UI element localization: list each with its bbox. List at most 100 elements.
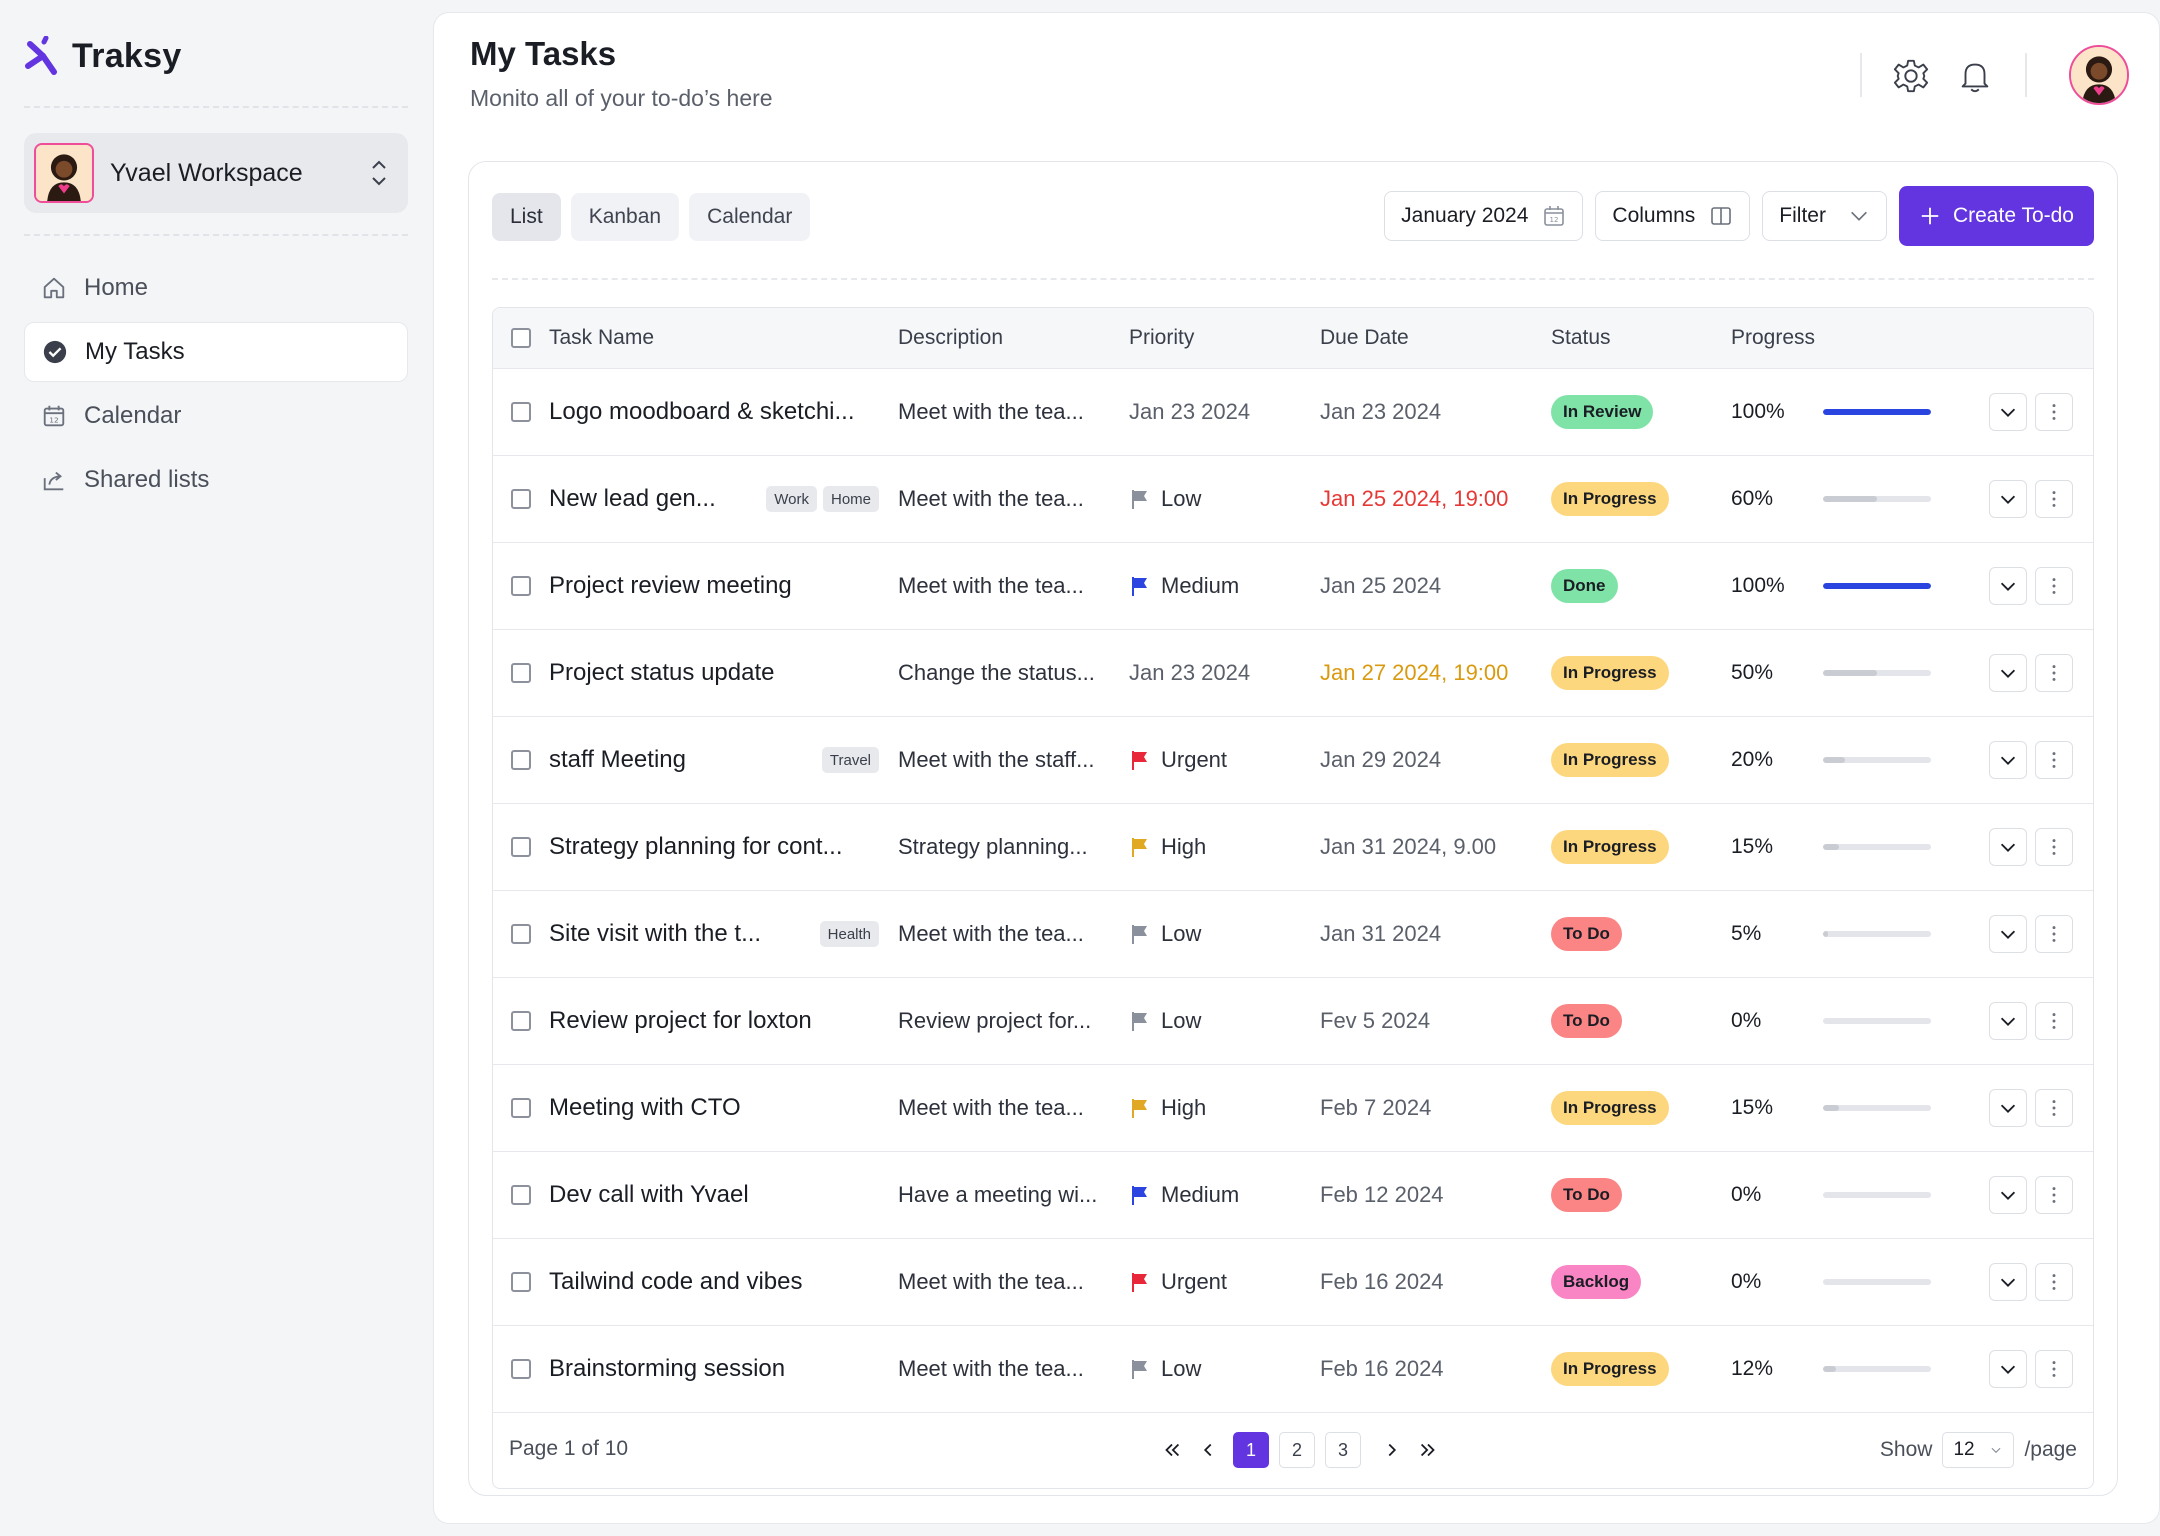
page-button[interactable]: 1 — [1233, 1432, 1269, 1468]
task-description: Meet with the tea... — [898, 399, 1084, 424]
row-checkbox[interactable] — [511, 456, 531, 542]
checkbox-box — [511, 402, 531, 422]
select-all-checkbox[interactable] — [511, 308, 531, 368]
expand-row-button[interactable] — [1989, 1089, 2027, 1127]
sidebar-item-calendar[interactable]: 12 Calendar — [24, 386, 408, 446]
task-name-cell[interactable]: staff Meeting Travel — [549, 717, 879, 803]
task-progress: 12% — [1731, 1326, 1931, 1412]
brand-logo[interactable]: Traksy — [24, 36, 182, 76]
expand-row-button[interactable] — [1989, 567, 2027, 605]
table-row[interactable]: staff Meeting Travel Meet with the staff..… — [493, 716, 2093, 803]
table-row[interactable]: Dev call with Yvael Have a meeting wi... M… — [493, 1151, 2093, 1238]
table-row[interactable]: Logo moodboard & sketchi... Meet with the… — [493, 368, 2093, 455]
task-name-cell[interactable]: New lead gen... Work Home — [549, 456, 879, 542]
row-checkbox[interactable] — [511, 543, 531, 629]
task-name-cell[interactable]: Project review meeting — [549, 543, 879, 629]
task-description: Meet with the tea... — [898, 1356, 1084, 1381]
more-options-button[interactable] — [2035, 1002, 2073, 1040]
page-button[interactable]: 2 — [1279, 1432, 1315, 1468]
table-row[interactable]: New lead gen... Work Home Meet with the tea… — [493, 455, 2093, 542]
row-actions — [1989, 543, 2073, 629]
tab-list[interactable]: List — [492, 193, 561, 241]
tab-calendar[interactable]: Calendar — [689, 193, 811, 241]
row-checkbox[interactable] — [511, 630, 531, 716]
column-header[interactable]: Task Name — [549, 326, 655, 349]
column-header[interactable]: Description — [898, 326, 1004, 349]
more-options-button[interactable] — [2035, 741, 2073, 779]
table-row[interactable]: Brainstorming session Meet with the tea..… — [493, 1325, 2093, 1412]
next-page-button[interactable] — [1377, 1432, 1407, 1468]
more-vertical-icon — [2052, 839, 2056, 855]
table-row[interactable]: Meeting with CTO Meet with the tea... High… — [493, 1064, 2093, 1151]
prev-page-button[interactable] — [1193, 1432, 1223, 1468]
checkbox-box — [511, 1011, 531, 1031]
more-options-button[interactable] — [2035, 567, 2073, 605]
tab-kanban[interactable]: Kanban — [570, 193, 680, 241]
more-options-button[interactable] — [2035, 1263, 2073, 1301]
table-row[interactable]: Site visit with the t... Health Meet with … — [493, 890, 2093, 977]
task-name-cell[interactable]: Brainstorming session — [549, 1326, 879, 1412]
page-button[interactable]: 3 — [1325, 1432, 1361, 1468]
expand-row-button[interactable] — [1989, 1350, 2027, 1388]
row-checkbox[interactable] — [511, 978, 531, 1064]
sidebar-item-shared-lists[interactable]: Shared lists — [24, 450, 408, 510]
task-name-cell[interactable]: Tailwind code and vibes — [549, 1239, 879, 1325]
create-todo-button[interactable]: Create To-do — [1898, 186, 2094, 246]
task-name-cell[interactable]: Site visit with the t... Health — [549, 891, 879, 977]
expand-row-button[interactable] — [1989, 393, 2027, 431]
more-options-button[interactable] — [2035, 828, 2073, 866]
first-page-button[interactable] — [1157, 1432, 1187, 1468]
more-options-button[interactable] — [2035, 1089, 2073, 1127]
last-page-button[interactable] — [1413, 1432, 1443, 1468]
task-name-cell[interactable]: Dev call with Yvael — [549, 1152, 879, 1238]
expand-row-button[interactable] — [1989, 654, 2027, 692]
table-row[interactable]: Review project for loxton Review project … — [493, 977, 2093, 1064]
more-options-button[interactable] — [2035, 393, 2073, 431]
row-checkbox[interactable] — [511, 1152, 531, 1238]
task-name-cell[interactable]: Review project for loxton — [549, 978, 879, 1064]
task-name-cell[interactable]: Meeting with CTO — [549, 1065, 879, 1151]
expand-row-button[interactable] — [1989, 1002, 2027, 1040]
more-options-button[interactable] — [2035, 1350, 2073, 1388]
row-checkbox[interactable] — [511, 717, 531, 803]
filter-button[interactable]: Filter — [1762, 191, 1887, 241]
row-checkbox[interactable] — [511, 369, 531, 455]
column-header[interactable]: Due Date — [1320, 326, 1409, 349]
columns-button[interactable]: Columns — [1595, 191, 1751, 241]
page-size-select[interactable]: 12 — [1942, 1432, 2015, 1468]
column-header[interactable]: Priority — [1129, 326, 1195, 349]
expand-row-button[interactable] — [1989, 828, 2027, 866]
row-checkbox[interactable] — [511, 891, 531, 977]
row-checkbox[interactable] — [511, 1239, 531, 1325]
expand-row-button[interactable] — [1989, 480, 2027, 518]
more-options-button[interactable] — [2035, 915, 2073, 953]
sidebar-item-home[interactable]: Home — [24, 258, 408, 318]
table-row[interactable]: Project status update Change the status..… — [493, 629, 2093, 716]
expand-row-button[interactable] — [1989, 1176, 2027, 1214]
column-header[interactable]: Progress — [1731, 326, 1816, 349]
user-avatar[interactable] — [2069, 45, 2129, 105]
column-header[interactable]: Status — [1551, 326, 1611, 349]
expand-row-button[interactable] — [1989, 1263, 2027, 1301]
task-name-cell[interactable]: Logo moodboard & sketchi... — [549, 369, 879, 455]
row-checkbox[interactable] — [511, 1326, 531, 1412]
task-name-cell[interactable]: Strategy planning for cont... — [549, 804, 879, 890]
task-name-cell[interactable]: Project status update — [549, 630, 879, 716]
sidebar-item-my-tasks[interactable]: My Tasks — [24, 322, 408, 382]
expand-row-button[interactable] — [1989, 915, 2027, 953]
table-row[interactable]: Strategy planning for cont... Strategy pl… — [493, 803, 2093, 890]
expand-row-button[interactable] — [1989, 741, 2027, 779]
row-checkbox[interactable] — [511, 1065, 531, 1151]
table-row[interactable]: Project review meeting Meet with the tea.… — [493, 542, 2093, 629]
notifications-button[interactable] — [1954, 55, 1996, 97]
workspace-switcher[interactable]: Yvael Workspace — [24, 133, 408, 213]
month-picker[interactable]: January 2024 12 — [1384, 191, 1584, 241]
row-checkbox[interactable] — [511, 804, 531, 890]
settings-button[interactable] — [1890, 55, 1932, 97]
row-actions — [1989, 891, 2073, 977]
more-options-button[interactable] — [2035, 480, 2073, 518]
table-row[interactable]: Tailwind code and vibes Meet with the tea… — [493, 1238, 2093, 1325]
more-options-button[interactable] — [2035, 1176, 2073, 1214]
page-subtitle: Monito all of your to-do’s here — [470, 85, 773, 111]
more-options-button[interactable] — [2035, 654, 2073, 692]
